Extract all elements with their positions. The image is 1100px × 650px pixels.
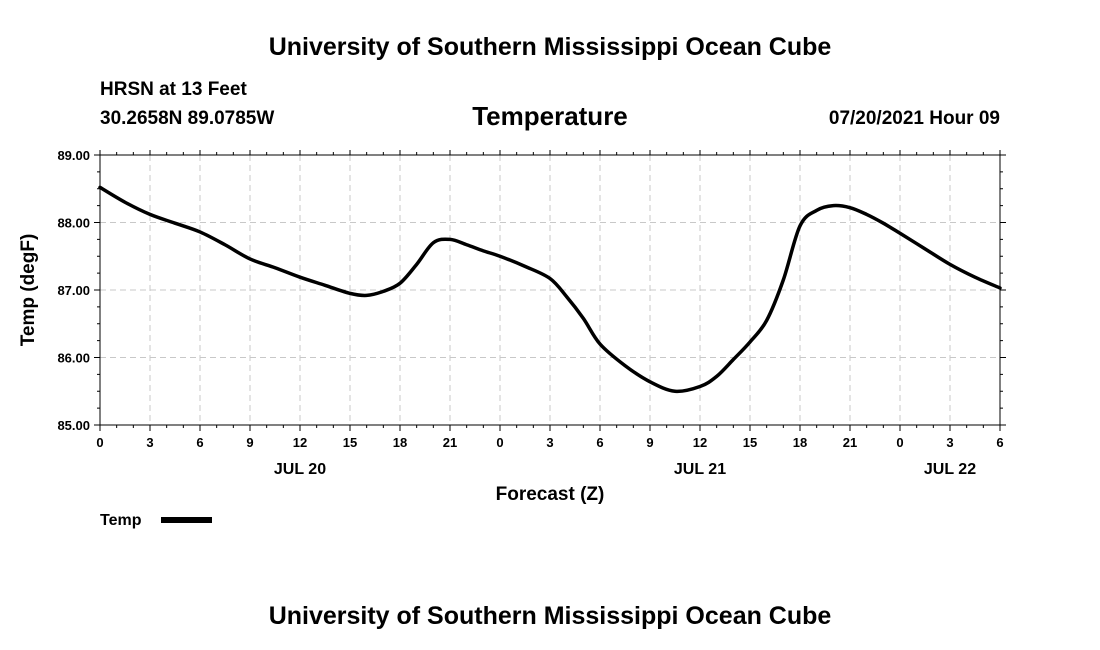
x-tick-label: 6 xyxy=(596,435,603,450)
x-tick-label: 15 xyxy=(343,435,357,450)
x-tick-label: 9 xyxy=(646,435,653,450)
x-tick-label: 0 xyxy=(496,435,503,450)
x-tick-label: 18 xyxy=(393,435,407,450)
y-tick-label: 85.00 xyxy=(57,418,90,433)
x-tick-label: 18 xyxy=(793,435,807,450)
date-label: JUL 22 xyxy=(924,461,976,478)
x-tick-label: 6 xyxy=(196,435,203,450)
x-tick-label: 21 xyxy=(843,435,857,450)
x-tick-label: 3 xyxy=(946,435,953,450)
x-tick-label: 0 xyxy=(96,435,103,450)
x-tick-label: 6 xyxy=(996,435,1003,450)
station-coords: 30.2658N 89.0785W xyxy=(100,108,274,129)
axes xyxy=(94,150,1006,431)
x-tick-label: 21 xyxy=(443,435,457,450)
y-tick-label: 86.00 xyxy=(57,351,90,366)
chart-title: Temperature xyxy=(472,101,628,131)
bottom-title: University of Southern Mississippi Ocean… xyxy=(269,602,832,630)
y-tick-label: 87.00 xyxy=(57,283,90,298)
x-axis-label: Forecast (Z) xyxy=(496,484,605,505)
x-tick-label: 12 xyxy=(293,435,307,450)
y-axis-label: Temp (degF) xyxy=(18,234,39,347)
date-label: JUL 20 xyxy=(274,461,326,478)
x-tick-label: 3 xyxy=(146,435,153,450)
top-title: University of Southern Mississippi Ocean… xyxy=(269,33,832,61)
series-group xyxy=(98,185,1002,394)
y-tick-label: 88.00 xyxy=(57,216,90,231)
date-label: JUL 21 xyxy=(674,461,726,478)
temp-series-line xyxy=(98,185,1002,394)
station-label: HRSN at 13 Feet xyxy=(100,79,247,100)
x-tick-label: 15 xyxy=(743,435,757,450)
grid-lines xyxy=(100,155,1000,425)
tick-labels: 0 3 6 9 12 15 18 21 0 3 6 9 12 15 18 21 0 3 6 85.00 86.00 87.… xyxy=(57,148,1003,478)
x-tick-label: 9 xyxy=(246,435,253,450)
plot-frame xyxy=(99,154,1001,426)
y-tick-label: 89.00 xyxy=(57,148,90,163)
legend-label: Temp xyxy=(100,512,142,529)
x-tick-label: 3 xyxy=(546,435,553,450)
forecast-timestamp: 07/20/2021 Hour 09 xyxy=(829,108,1000,129)
x-tick-label: 12 xyxy=(693,435,707,450)
x-tick-label: 0 xyxy=(896,435,903,450)
